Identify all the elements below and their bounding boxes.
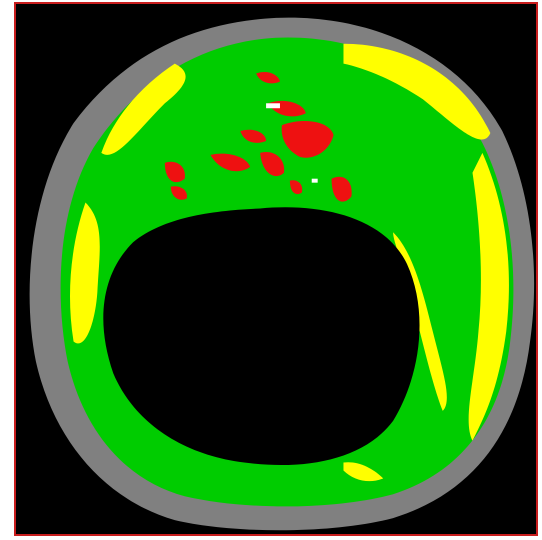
segmentation-image — [16, 4, 536, 534]
tissue-region-red — [164, 71, 352, 202]
tissue-region-yellow — [70, 43, 509, 482]
lumen-black — [103, 207, 420, 466]
image-frame — [14, 2, 538, 536]
highlight-white — [266, 103, 318, 183]
